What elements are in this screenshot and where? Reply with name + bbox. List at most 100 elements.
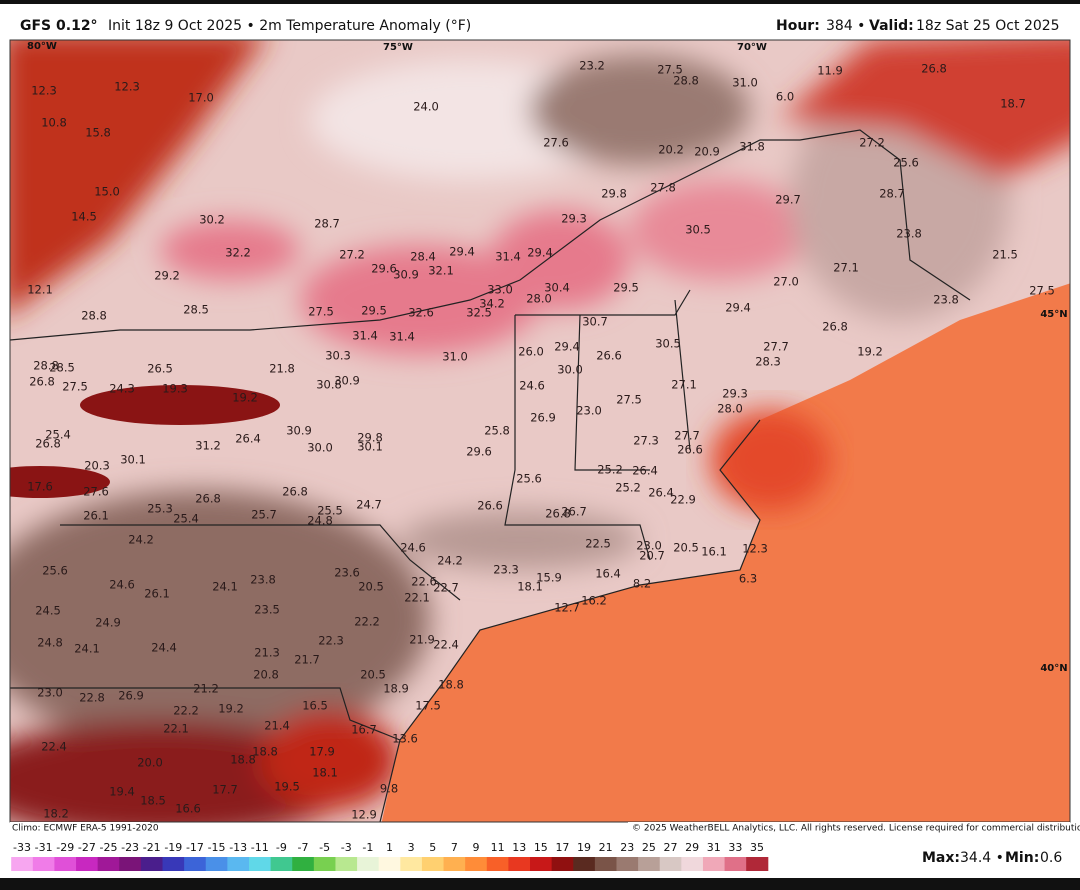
anomaly-value: 17.7 [212,783,238,797]
anomaly-value: 24.4 [151,641,177,655]
anomaly-value: 26.6 [596,349,622,363]
anomaly-value: 21.3 [254,646,280,660]
anomaly-value: 15.8 [85,126,111,140]
map [10,40,1070,822]
legend-swatch [357,857,380,871]
legend-tick: 3 [408,841,415,854]
anomaly-value: 27.2 [859,136,885,150]
anomaly-value: 28.3 [755,355,781,369]
anomaly-value: 23.3 [493,563,519,577]
anomaly-value: 23.2 [579,59,605,73]
legend-swatch [638,857,661,871]
anomaly-value: 27.3 [633,434,659,448]
ocean [381,283,1070,822]
legend-tick: 33 [728,841,742,854]
anomaly-value: 24.1 [74,642,100,656]
anomaly-value: 12.3 [31,84,57,98]
anomaly-value: 22.2 [354,615,380,629]
anomaly-value: 21.8 [269,362,295,376]
anomaly-value: 31.4 [495,250,521,264]
anomaly-value: 30.4 [544,281,570,295]
anomaly-value: 29.8 [601,187,627,201]
anomaly-field [10,40,1070,822]
anomaly-value: 12.3 [114,80,140,94]
legend-tick: -11 [251,841,269,854]
anomaly-value: 12.7 [554,601,580,615]
legend-swatch [681,857,704,871]
geo-label: 75°W [383,42,413,53]
anomaly-value: 21.2 [193,682,219,696]
anomaly-value: 26.1 [83,509,109,523]
legend-swatch [551,857,574,871]
bottom-bar [0,878,1080,890]
anomaly-value: 29.3 [722,387,748,401]
anomaly-value: 26.8 [545,507,571,521]
anomaly-value: 30.5 [685,223,711,237]
anomaly-value: 26.8 [921,62,947,76]
anomaly-value: 30.1 [357,440,383,454]
anomaly-value: 31.4 [389,330,415,344]
anomaly-value: 29.4 [527,246,553,260]
anomaly-value: 26.5 [147,362,173,376]
legend-swatch [205,857,228,871]
anomaly-value: 27.5 [308,305,334,319]
anomaly-value: 27.2 [339,248,365,262]
map-frame [9,39,1071,823]
legend-swatch [97,857,120,871]
anomaly-value: 18.7 [1000,97,1026,111]
anomaly-value: 28.5 [183,303,209,317]
anomaly-value: 17.5 [415,699,441,713]
anomaly-value: 24.2 [128,533,154,547]
anomaly-value: 30.8 [316,378,342,392]
climo-box [10,822,150,835]
anomaly-value: 29.6 [371,262,397,276]
anomaly-value: 26.4 [632,464,658,478]
legend-tick: -21 [143,841,161,854]
min-label: Min: [1005,850,1039,866]
anomaly-value: 14.5 [71,210,97,224]
anomaly-value: 25.3 [147,502,173,516]
anomaly-value: 30.9 [334,374,360,388]
anomaly-value: 31.4 [352,329,378,343]
anomaly-value: 23.6 [334,566,360,580]
legend-tick: 21 [599,841,613,854]
legend-swatch [248,857,272,871]
model-name: GFS 0.12° [20,18,98,34]
anomaly-value: 30.0 [307,441,333,455]
anomaly-value: 22.6 [411,575,437,589]
anomaly-value: 29.4 [554,340,580,354]
anomaly-value: 30.9 [393,268,419,282]
anomaly-value: 20.9 [694,145,720,159]
anomaly-value: 21.7 [294,653,320,667]
anomaly-value: 26.0 [518,345,544,359]
anomaly-value: 21.4 [264,719,290,733]
anomaly-value: 25.2 [597,463,623,477]
anomaly-value: 26.4 [235,432,261,446]
anomaly-value: 22.4 [41,740,67,754]
anomaly-value: 13.6 [392,732,418,746]
anomaly-value: 27.6 [543,136,569,150]
legend-tick: -3 [341,841,352,854]
legend-tick: 15 [534,841,548,854]
anomaly-value: 16.2 [581,594,607,608]
anomaly-value: 18.8 [252,745,278,759]
anomaly-value: 17.0 [188,91,214,105]
legend-swatch [119,857,142,871]
anomaly-value: 8.2 [633,577,651,591]
anomaly-value: 24.8 [307,514,333,528]
anomaly-value: 28.8 [33,359,59,373]
legend-tick: -5 [319,841,330,854]
anomaly-value: 26.6 [477,499,503,513]
anomaly-value: 20.3 [84,459,110,473]
legend-swatch [702,857,726,871]
anomaly-value: 24.7 [356,498,382,512]
copyright: © 2025 WeatherBELL Analytics, LLC. All r… [632,824,1080,834]
anomaly-value: 26.8 [35,437,61,451]
anomaly-value: 31.0 [442,350,468,364]
anomaly-value: 9.8 [380,782,398,796]
anomaly-value: 32.1 [428,264,454,278]
legend-tick: -31 [35,841,53,854]
anomaly-value: 28.7 [879,187,905,201]
